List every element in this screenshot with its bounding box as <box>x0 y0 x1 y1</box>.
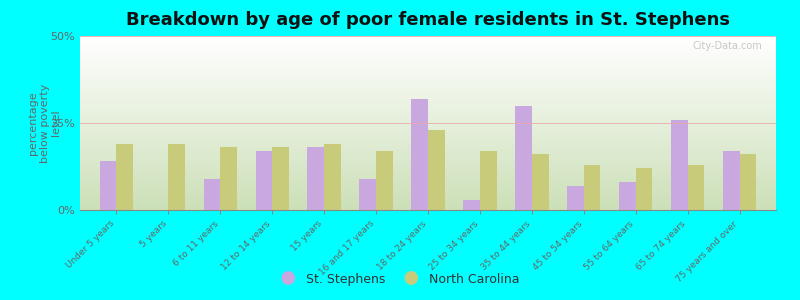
Bar <box>204 179 220 210</box>
Bar <box>255 151 272 210</box>
Bar <box>428 130 445 210</box>
Bar <box>324 144 341 210</box>
Bar <box>723 151 740 210</box>
Bar <box>359 179 376 210</box>
Bar <box>584 165 601 210</box>
Bar <box>567 186 584 210</box>
Bar <box>307 147 324 210</box>
Bar <box>480 151 497 210</box>
Bar <box>740 154 756 210</box>
Bar <box>515 106 532 210</box>
Bar <box>168 144 185 210</box>
Bar <box>619 182 636 210</box>
Bar <box>411 99 428 210</box>
Bar <box>100 161 116 210</box>
Bar <box>376 151 393 210</box>
Bar <box>463 200 480 210</box>
Bar <box>636 168 652 210</box>
Bar <box>532 154 549 210</box>
Title: Breakdown by age of poor female residents in St. Stephens: Breakdown by age of poor female resident… <box>126 11 730 29</box>
Bar <box>688 165 704 210</box>
Bar <box>671 119 688 210</box>
Y-axis label: percentage
below poverty
level: percentage below poverty level <box>28 83 62 163</box>
Bar <box>220 147 237 210</box>
Text: City-Data.com: City-Data.com <box>692 41 762 51</box>
Bar <box>116 144 133 210</box>
Bar <box>272 147 289 210</box>
Legend: St. Stephens, North Carolina: St. Stephens, North Carolina <box>276 268 524 291</box>
